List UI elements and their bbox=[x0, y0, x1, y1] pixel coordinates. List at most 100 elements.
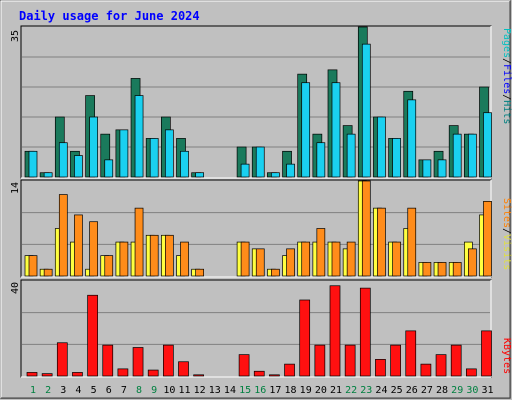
panel-visits-sites: 14 bbox=[10, 179, 492, 278]
bar-kbytes bbox=[238, 354, 250, 377]
bar-files bbox=[89, 116, 98, 178]
day-label: 29 bbox=[451, 385, 463, 396]
legend-kbytes-label: KBytes bbox=[501, 338, 512, 374]
bar-kbytes bbox=[253, 370, 265, 377]
bar-visits bbox=[286, 248, 295, 277]
bar-files bbox=[255, 146, 265, 178]
bar-files bbox=[316, 142, 326, 178]
bar-visits bbox=[240, 241, 250, 277]
bar-files bbox=[331, 82, 341, 178]
bar-visits bbox=[316, 228, 326, 277]
bar-kbytes bbox=[359, 287, 371, 377]
bar-kbytes bbox=[132, 347, 144, 377]
day-label: 31 bbox=[481, 385, 493, 396]
bar-files bbox=[301, 82, 311, 178]
day-label: 1 bbox=[30, 385, 36, 396]
bar-files bbox=[58, 142, 68, 178]
bar-kbytes bbox=[299, 299, 311, 377]
bar-files bbox=[468, 133, 477, 178]
panel-mid-bars bbox=[24, 180, 492, 277]
legend-separator-1: / bbox=[501, 58, 512, 64]
legend-pages-label: Pages bbox=[501, 28, 512, 58]
day-label: 18 bbox=[285, 385, 297, 396]
bar-visits bbox=[58, 194, 68, 277]
bar-visits bbox=[271, 268, 280, 277]
bar-kbytes bbox=[193, 374, 204, 377]
day-label: 12 bbox=[194, 385, 206, 396]
bar-kbytes bbox=[435, 354, 447, 377]
bar-files bbox=[422, 159, 432, 178]
day-label: 19 bbox=[300, 385, 312, 396]
day-label: 13 bbox=[209, 385, 221, 396]
bar-kbytes bbox=[178, 361, 189, 377]
bar-kbytes bbox=[26, 372, 38, 377]
day-label: 3 bbox=[60, 385, 66, 396]
day-label: 7 bbox=[121, 385, 127, 396]
bar-kbytes bbox=[450, 344, 462, 377]
bar-visits bbox=[255, 248, 265, 277]
day-label: 24 bbox=[375, 385, 387, 396]
bar-kbytes bbox=[375, 359, 386, 377]
panel-top-bars bbox=[24, 26, 492, 178]
day-label: 6 bbox=[106, 385, 112, 396]
bar-kbytes bbox=[102, 344, 114, 377]
panel-hits-files-pages: 35 bbox=[10, 25, 492, 179]
bar-kbytes bbox=[56, 342, 68, 377]
legend-visits-label: Visits bbox=[501, 234, 512, 270]
bar-files bbox=[149, 138, 159, 178]
day-label: 30 bbox=[466, 385, 478, 396]
bar-visits bbox=[89, 221, 98, 277]
day-label: 26 bbox=[406, 385, 418, 396]
x-axis-day-labels: 1 2 3 4 5 6 7 8 9 10 11 12 13 14 15 16 17 18 19 20 21 22 23 24 2… bbox=[30, 385, 494, 396]
day-label: 17 bbox=[269, 385, 281, 396]
day-label: 23 bbox=[360, 385, 372, 396]
bar-files bbox=[286, 163, 295, 178]
panel-bot-bars bbox=[26, 285, 492, 377]
bar-visits bbox=[301, 241, 311, 277]
day-label: 8 bbox=[136, 385, 142, 396]
day-label: 14 bbox=[224, 385, 236, 396]
bar-files bbox=[104, 159, 114, 178]
bar-files bbox=[483, 112, 492, 178]
legend-hits-files-pages: Pages/Files/Hits bbox=[501, 28, 512, 124]
day-label: 4 bbox=[75, 385, 81, 396]
bar-kbytes bbox=[269, 374, 280, 377]
bar-files bbox=[119, 129, 129, 178]
bar-files bbox=[180, 150, 189, 178]
legend-files-label: Files bbox=[501, 64, 512, 94]
bar-visits bbox=[195, 268, 204, 277]
bar-files bbox=[43, 172, 53, 178]
bar-kbytes bbox=[147, 369, 159, 377]
chart-title: Daily usage for June 2024 bbox=[19, 9, 200, 23]
bar-kbytes bbox=[163, 344, 174, 377]
bar-files bbox=[74, 155, 83, 178]
bar-visits bbox=[74, 214, 83, 277]
bar-kbytes bbox=[344, 344, 356, 377]
bar-kbytes bbox=[329, 285, 341, 377]
bar-visits bbox=[28, 255, 38, 277]
bar-visits bbox=[149, 234, 159, 277]
bar-visits bbox=[437, 262, 447, 277]
bar-visits bbox=[119, 241, 129, 277]
bar-visits bbox=[483, 201, 492, 277]
bar-visits bbox=[392, 241, 401, 277]
bar-files bbox=[195, 172, 204, 178]
day-label: 27 bbox=[421, 385, 433, 396]
day-label: 22 bbox=[345, 385, 357, 396]
bar-files bbox=[437, 159, 447, 178]
bar-kbytes bbox=[41, 373, 53, 377]
panel-mid-ymax-label: 14 bbox=[10, 182, 21, 194]
bar-files bbox=[392, 138, 401, 178]
bar-files bbox=[165, 129, 174, 178]
bar-visits bbox=[377, 207, 386, 277]
bar-visits bbox=[346, 241, 356, 277]
legend-separator-2: / bbox=[501, 94, 512, 100]
day-label: 11 bbox=[178, 385, 190, 396]
day-label: 28 bbox=[436, 385, 448, 396]
bar-visits bbox=[165, 234, 174, 277]
bar-files bbox=[28, 150, 38, 178]
bar-files bbox=[377, 116, 386, 178]
bar-files bbox=[452, 133, 462, 178]
